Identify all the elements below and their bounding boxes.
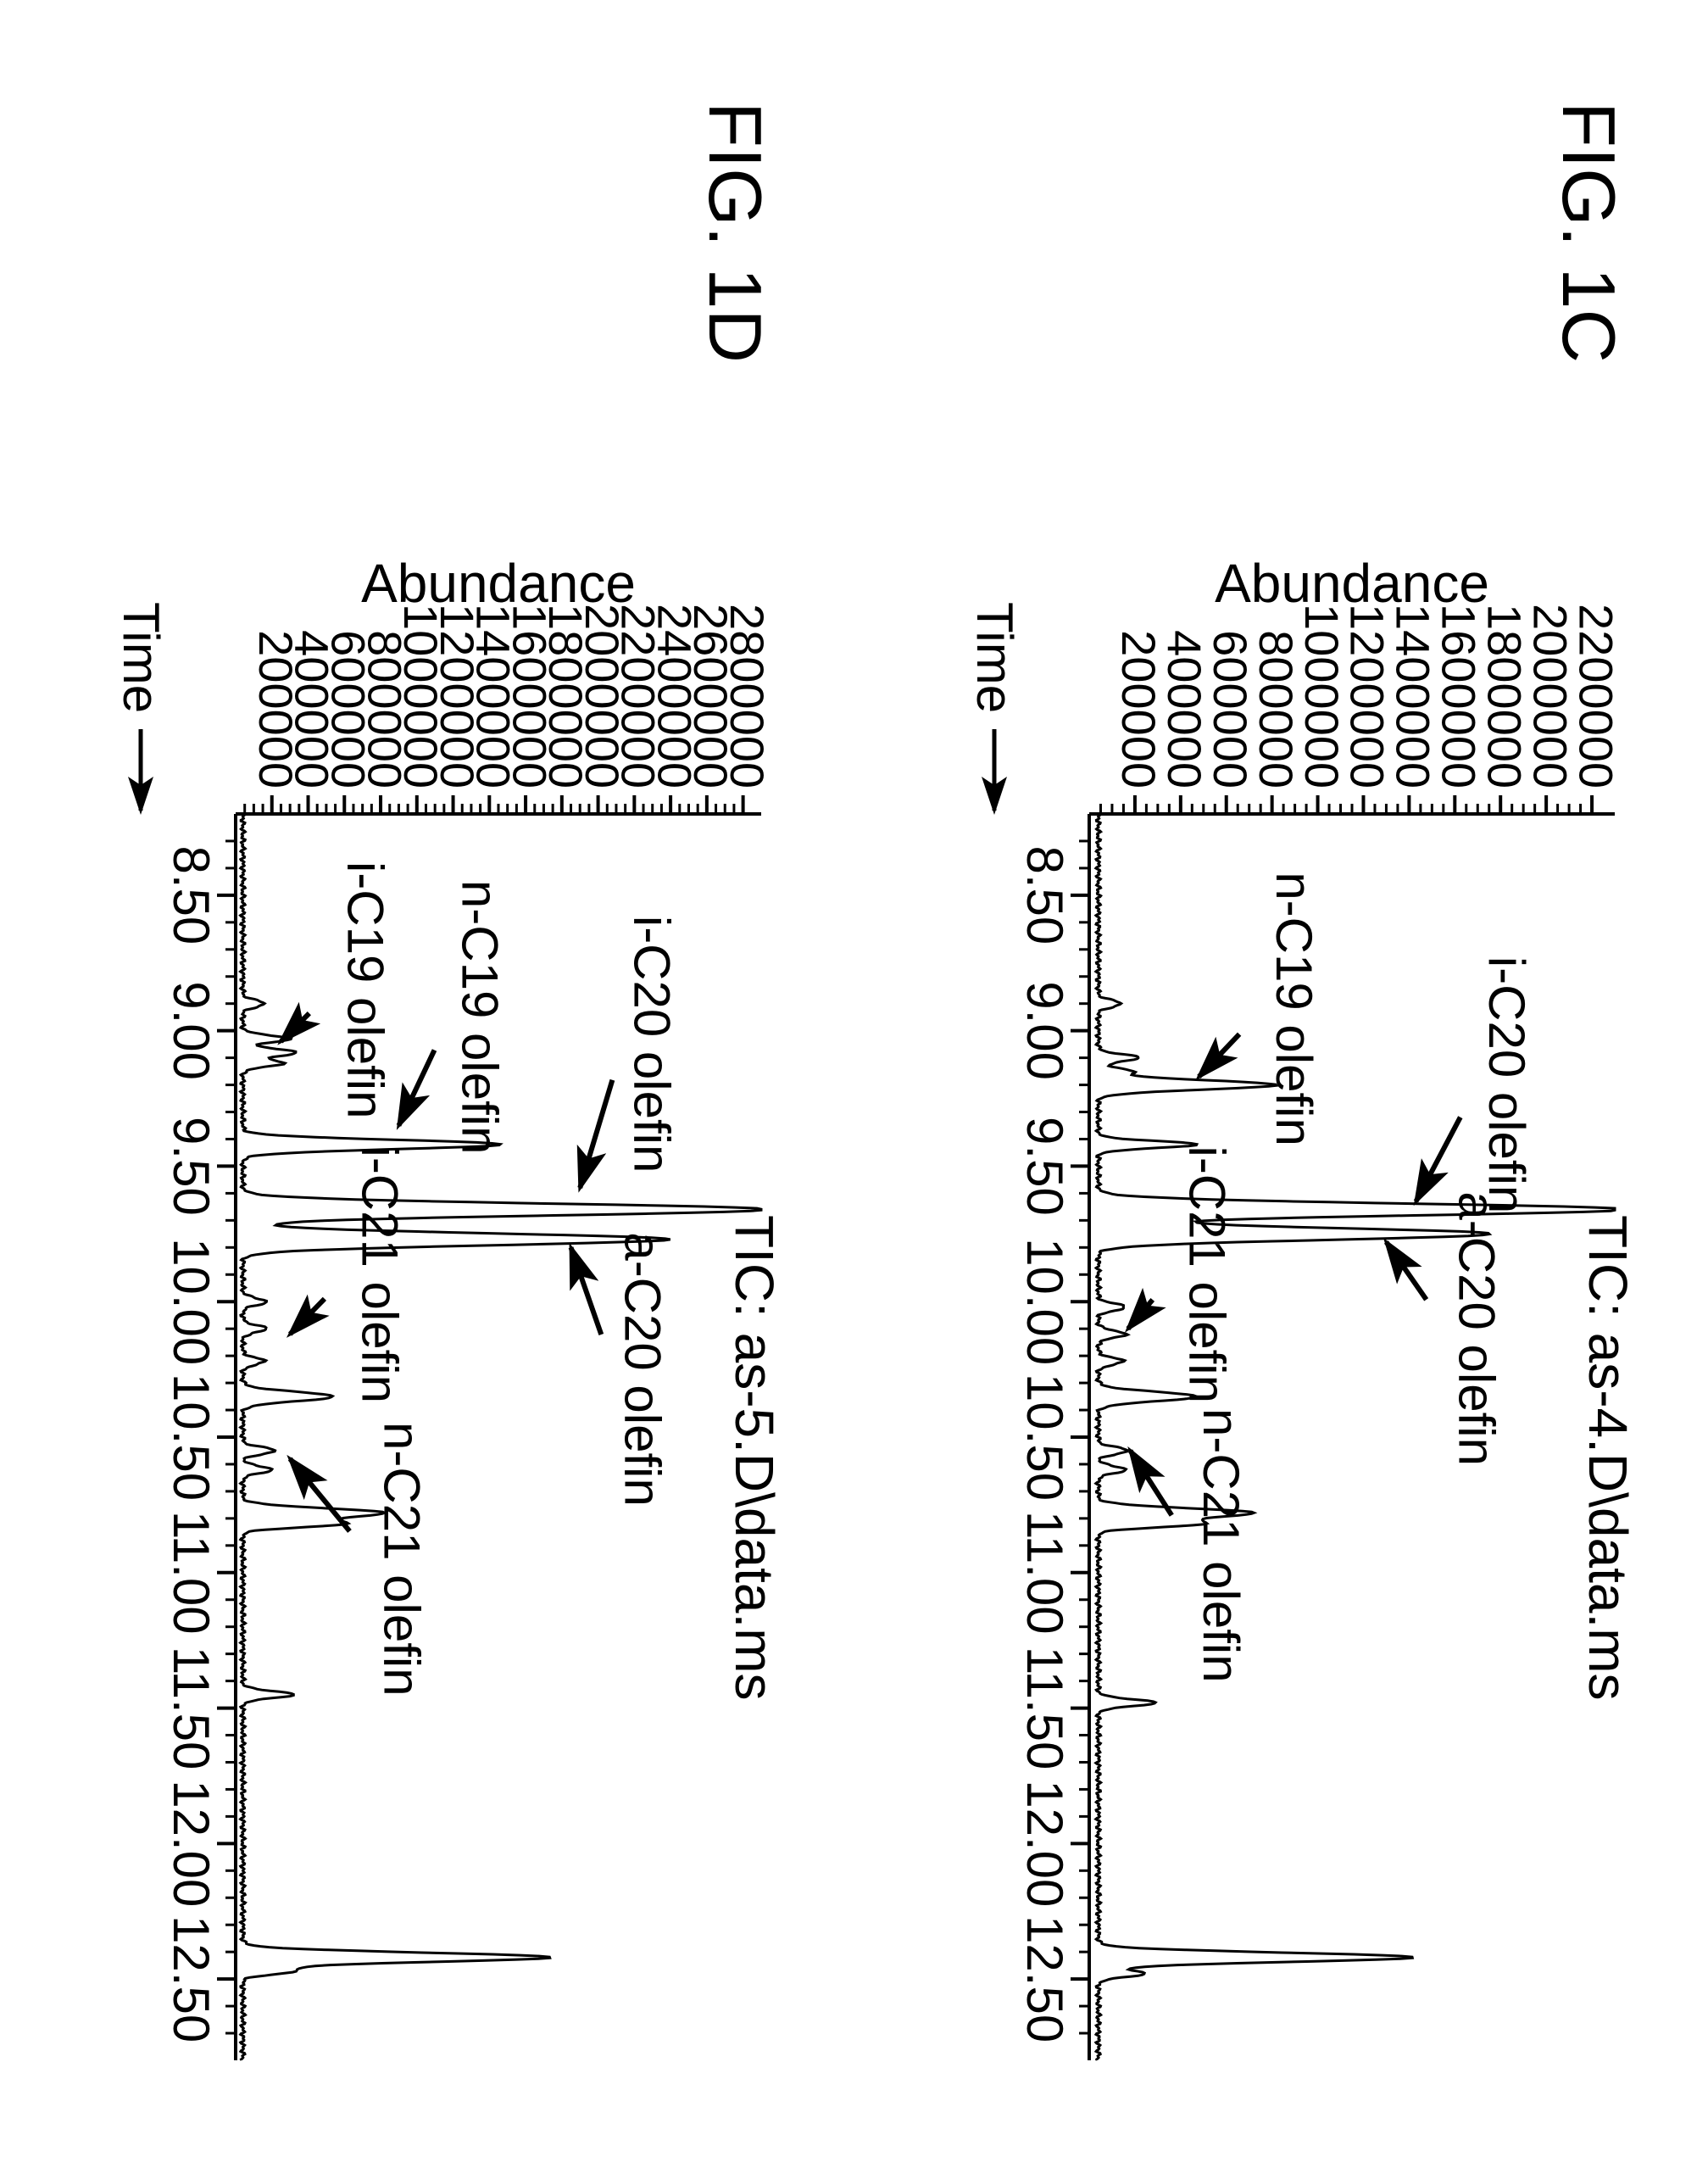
page-root: FIG. 1C TIC: as-4.D\data.ms 8.50 9.00 9.50 1… xyxy=(0,0,1708,2179)
x-tick-label: 10.00 xyxy=(163,1238,220,1365)
x-tick-label: 9.50 xyxy=(163,1117,220,1216)
peak-annotation: n-C19 olefin xyxy=(451,880,508,1155)
annotation-arrow xyxy=(1199,1034,1239,1077)
x-tick-label: 10.50 xyxy=(163,1374,220,1501)
rotated-canvas: FIG. 1C TIC: as-4.D\data.ms 8.50 9.00 9.50 1… xyxy=(0,0,1708,2179)
x-tick-label: 11.50 xyxy=(1016,1647,1073,1770)
annotation-arrow xyxy=(290,1299,325,1335)
annotation-arrow xyxy=(580,1080,612,1188)
x-tick-label: 10.50 xyxy=(1016,1374,1073,1501)
fig-label-1c: FIG. 1C xyxy=(1545,102,1632,363)
x-tick-label: 11.50 xyxy=(163,1647,220,1770)
x-tick-label: 11.00 xyxy=(1016,1511,1073,1635)
peak-annotation: a-C20 olefin xyxy=(615,1232,671,1507)
x-tick-label: 8.50 xyxy=(163,845,220,945)
chart-title: TIC: as-5.D\data.ms xyxy=(724,1215,778,1701)
peak-annotation: i-C21 olefin xyxy=(352,1146,409,1404)
panel-fig-1c: FIG. 1C TIC: as-4.D\data.ms 8.50 9.00 9.50 1… xyxy=(854,0,1708,2179)
x-tick-label: 12.00 xyxy=(1016,1780,1073,1907)
x-tick-label: 9.00 xyxy=(1016,981,1073,1080)
y-tick-label: 2200000 xyxy=(1569,604,1622,789)
annotation-arrow xyxy=(281,1013,309,1041)
annotation-arrow xyxy=(1416,1117,1460,1201)
annotation-arrow xyxy=(290,1459,349,1531)
fig-label-1d: FIG. 1D xyxy=(692,102,778,363)
x-tick-label: 9.00 xyxy=(163,981,220,1080)
y-axis-label: Abundance xyxy=(1215,560,1489,614)
peak-annotation: n-C19 olefin xyxy=(1266,872,1322,1146)
annotation-arrow xyxy=(398,1050,434,1126)
peak-annotation: n-C21 olefin xyxy=(1193,1408,1249,1683)
plot-1c: TIC: as-4.D\data.ms 8.50 9.00 9.50 10.00 10.5… xyxy=(988,560,1632,2069)
chromatogram-svg-1c: TIC: as-4.D\data.ms 8.50 9.00 9.50 10.00 10.5… xyxy=(869,560,1632,2069)
y-axis-label: Abundance xyxy=(361,560,636,614)
x-tick-label: 9.50 xyxy=(1016,1117,1073,1216)
annotation-arrow xyxy=(1128,1300,1153,1329)
chromatogram-trace xyxy=(1096,814,1615,2060)
x-tick-label: 12.00 xyxy=(163,1780,220,1907)
plot-1d: TIC: as-5.D\data.ms 8.50 9.00 9.50 10.00 10.5… xyxy=(134,560,778,2069)
annotation-arrow xyxy=(571,1247,602,1335)
panel-fig-1d: FIG. 1D TIC: as-5.D\data.ms 8.50 9.00 9.50 1… xyxy=(0,0,854,2179)
time-axis-label: Time xyxy=(966,602,1023,713)
peak-annotation: i-C20 olefin xyxy=(623,916,680,1173)
x-tick-label: 8.50 xyxy=(1016,845,1073,945)
y-tick-label: 2800000 xyxy=(720,604,774,789)
x-tick-label: 12.50 xyxy=(163,1915,220,2042)
peak-annotation: i-C19 olefin xyxy=(337,861,394,1118)
peak-annotation: a-C20 olefin xyxy=(1449,1191,1505,1466)
x-tick-label: 10.00 xyxy=(1016,1238,1073,1365)
x-tick-label: 11.00 xyxy=(163,1511,220,1635)
time-axis-label: Time xyxy=(113,602,170,713)
chart-title: TIC: as-4.D\data.ms xyxy=(1577,1215,1632,1701)
x-tick-label: 12.50 xyxy=(1016,1915,1073,2042)
chromatogram-svg-1d: TIC: as-5.D\data.ms 8.50 9.00 9.50 10.00 10.5… xyxy=(15,560,778,2069)
annotation-arrow xyxy=(1386,1242,1426,1300)
peak-annotation: i-C20 olefin xyxy=(1478,956,1535,1214)
peak-annotation: n-C21 olefin xyxy=(373,1422,430,1697)
peak-annotation: i-C21 olefin xyxy=(1179,1146,1236,1404)
